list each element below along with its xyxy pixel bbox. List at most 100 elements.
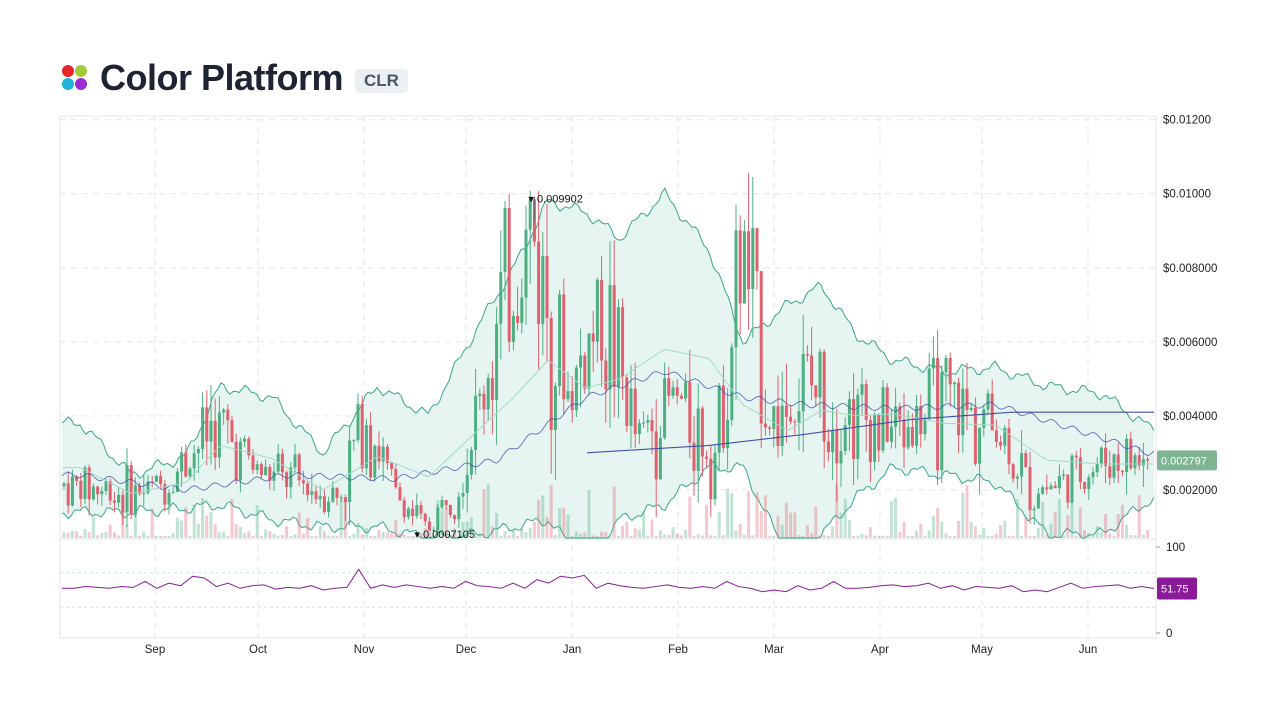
volume-bar: [516, 535, 520, 538]
candle-body: [637, 423, 641, 435]
candle-body: [1062, 474, 1066, 477]
volume-bar: [600, 531, 604, 538]
volume-bar: [1045, 534, 1049, 538]
volume-bar: [528, 527, 532, 538]
volume-bar: [608, 535, 612, 538]
volume-bar: [192, 504, 196, 538]
candle-body: [843, 425, 847, 451]
rsi-tick-label: 0: [1166, 628, 1172, 640]
candle-body: [616, 307, 620, 387]
candle-body: [684, 382, 688, 399]
candle-body: [192, 453, 196, 469]
volume-bar: [747, 491, 751, 538]
volume-bar: [663, 534, 667, 538]
volume-bar: [348, 535, 352, 538]
chart-annotations: ▾ 0.009902 ▾ 0.0007105 0.002797 51.75: [414, 193, 1217, 600]
candle-body: [129, 465, 133, 515]
volume-bar: [906, 535, 910, 538]
volume-bar: [541, 495, 545, 538]
logo-dot: [62, 78, 74, 90]
candle-body: [1104, 447, 1108, 467]
candle-body: [154, 475, 158, 482]
candle-body: [1112, 454, 1116, 478]
candle-body: [612, 285, 616, 387]
candle-body: [1116, 454, 1120, 471]
volume-bar: [478, 533, 482, 538]
candle-body: [658, 437, 662, 480]
volume-bar: [637, 529, 641, 538]
candle-body: [1041, 487, 1045, 494]
candle-body: [432, 530, 436, 532]
candle-body: [688, 382, 692, 443]
volume-bar: [843, 498, 847, 538]
candle-body: [789, 416, 793, 422]
candle-body: [730, 347, 734, 420]
candle-body: [663, 378, 667, 438]
y-tick-label: $0.004000: [1163, 411, 1217, 423]
candle-body: [217, 412, 221, 458]
candle-body: [973, 407, 977, 464]
y-tick-label: $0.01200: [1163, 115, 1211, 127]
volume-bar: [1007, 535, 1011, 538]
ma-short-line: [61, 371, 1155, 493]
volume-bar: [268, 530, 272, 538]
candle-body: [537, 241, 541, 324]
candle-body: [906, 427, 910, 448]
candle-body: [692, 442, 696, 471]
candle-body: [805, 353, 809, 356]
candle-body: [915, 405, 919, 446]
candle-body: [1032, 508, 1036, 511]
candle-body: [852, 399, 856, 459]
volume-bar: [331, 536, 335, 538]
candle-body: [499, 271, 503, 324]
volume-bar: [133, 499, 137, 538]
volume-bar: [553, 534, 557, 538]
candle-body: [503, 208, 507, 272]
candle-body: [171, 492, 175, 494]
volume-bar: [621, 525, 625, 538]
candle-body: [621, 307, 625, 378]
volume-bar: [1024, 516, 1028, 538]
candle-body: [944, 357, 948, 373]
logo-dot: [62, 65, 74, 77]
candle-body: [923, 417, 927, 435]
volume-bar: [658, 530, 662, 538]
candle-body: [188, 468, 192, 477]
candle-body: [877, 414, 881, 451]
candle-body: [801, 353, 805, 412]
volume-bar: [642, 512, 646, 538]
volume-bar: [713, 535, 717, 538]
candle-body: [70, 476, 74, 506]
volume-bar: [230, 498, 234, 538]
volume-bar: [314, 535, 318, 538]
candle-body: [335, 487, 339, 498]
volume-bar: [440, 511, 444, 538]
candle-body: [566, 391, 570, 400]
candle-body: [810, 355, 814, 386]
volume-bar: [927, 530, 931, 538]
y-tick-label: $0.01000: [1163, 189, 1211, 201]
candle-body: [713, 452, 717, 500]
volume-bar: [1099, 532, 1103, 538]
volume-bar: [570, 536, 574, 538]
candle-body: [1091, 472, 1095, 478]
volume-bar: [549, 485, 553, 538]
volume-bar: [1011, 535, 1015, 538]
candle-body: [243, 438, 247, 442]
volume-bar: [280, 535, 284, 538]
volume-bar: [625, 521, 629, 538]
rsi-tick-label: 100: [1166, 542, 1185, 554]
page-title: Color Platform: [100, 57, 344, 98]
volume-bar: [285, 526, 289, 538]
candle-body: [772, 406, 776, 429]
candle-body: [1066, 474, 1070, 503]
volume-bar: [1078, 507, 1082, 538]
logo-dot: [75, 78, 87, 90]
volume-bar: [826, 536, 830, 538]
volume-bar: [856, 535, 860, 538]
candle-body: [406, 508, 410, 518]
volume-bar: [205, 515, 209, 538]
volume-bar: [545, 516, 549, 538]
candle-body: [163, 484, 167, 505]
